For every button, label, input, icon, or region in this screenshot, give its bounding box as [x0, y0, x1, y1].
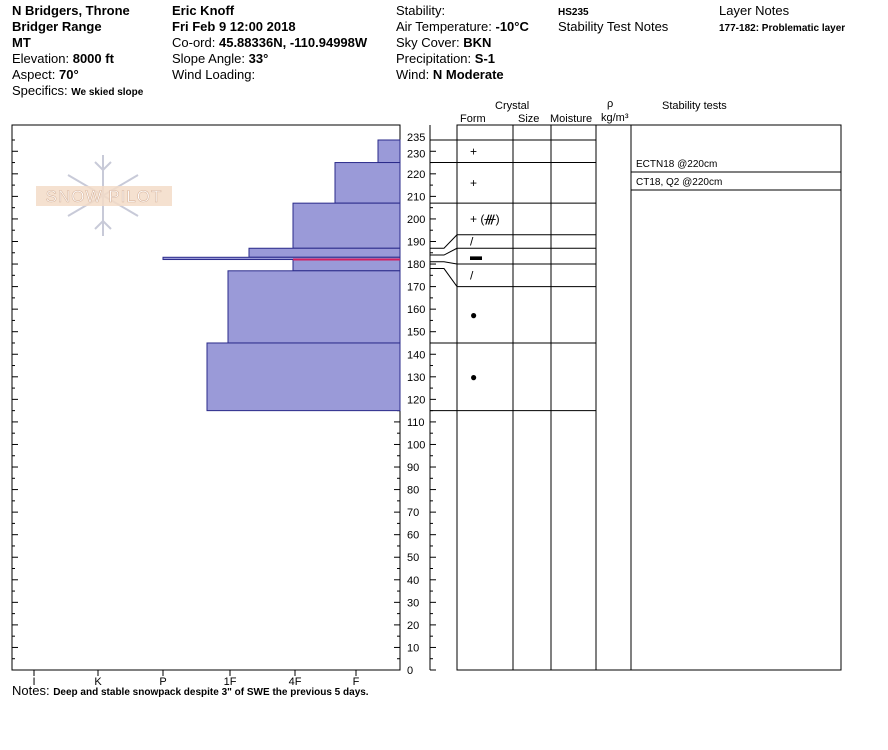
grain-form-symbol: ▬ — [470, 249, 482, 263]
size-header: Size — [518, 113, 540, 125]
depth-tick-label: 190 — [407, 236, 425, 248]
depth-tick-label: 160 — [407, 304, 425, 316]
hardness-layer-bar — [227, 270, 401, 344]
aspect: Aspect: 70° — [12, 67, 79, 82]
observer: Eric Knoff — [172, 3, 235, 18]
grain-form-symbol: + — [470, 144, 477, 158]
hardness-layer-bar — [162, 256, 401, 261]
location-line2: Bridger Range — [12, 19, 102, 34]
depth-tick-label: 50 — [407, 552, 419, 564]
hardness-layer-bar — [377, 139, 401, 164]
grain-form-symbol: ● — [470, 308, 477, 322]
hardness-layer-bar — [206, 342, 401, 412]
depth-tick-label: 210 — [407, 191, 425, 203]
depth-tick-label: 200 — [407, 214, 425, 226]
grain-row-connector — [430, 268, 458, 287]
hardness-layer-bar — [292, 202, 401, 249]
depth-tick-label: 0 — [407, 665, 413, 677]
elevation: Elevation: 8000 ft — [12, 51, 114, 66]
hardness-tick-label: 4F — [289, 676, 302, 688]
hardness-tick-label: F — [353, 676, 360, 688]
depth-tick-label: 220 — [407, 169, 425, 181]
depth-tick-label: 170 — [407, 282, 425, 294]
stability-test-notes: Stability Test Notes — [558, 19, 669, 34]
depth-tick-label: 70 — [407, 507, 419, 519]
density-unit: kg/m³ — [601, 112, 629, 124]
wind: Wind: N Moderate — [396, 67, 504, 82]
depth-tick-label: 90 — [407, 462, 419, 474]
grain-form-symbol: / — [470, 268, 474, 282]
depth-tick-label: 140 — [407, 349, 425, 361]
stability-test-result: ECTN18 @220cm — [636, 159, 718, 170]
crystal-header: Crystal — [495, 100, 530, 112]
hardness-layer-bar — [248, 247, 401, 258]
precipitation: Precipitation: S-1 — [396, 51, 496, 66]
slope-angle: Slope Angle: 33° — [172, 51, 269, 66]
stability: Stability: — [396, 3, 446, 18]
location-line3: MT — [12, 35, 31, 50]
stability-tests-header: Stability tests — [662, 100, 727, 112]
layer-note: 177-182: Problematic layer — [719, 23, 846, 34]
depth-tick-label: 110 — [407, 417, 425, 429]
grain-form-symbol: ● — [470, 370, 477, 384]
coordinates: Co-ord: 45.88336N, -110.94998W — [172, 35, 368, 50]
grain-form-symbol: + (ᚍ) — [470, 212, 500, 226]
depth-tick-label: 230 — [407, 148, 425, 160]
specifics: Specifics: We skied slope — [12, 83, 144, 98]
depth-tick-label: 20 — [407, 620, 419, 632]
depth-tick-label: 120 — [407, 394, 425, 406]
datetime: Fri Feb 9 12:00 2018 — [172, 19, 296, 34]
grain-form-symbol: / — [470, 234, 474, 248]
grain-row-connector — [430, 247, 458, 256]
stability-test-result: CT18, Q2 @220cm — [636, 177, 723, 188]
grain-form-symbol: + — [470, 176, 477, 190]
location-line1: N Bridgers, Throne — [12, 3, 130, 18]
depth-tick-label: 30 — [407, 597, 419, 609]
notes: Notes: Deep and stable snowpack despite … — [12, 683, 369, 698]
form-header: Form — [460, 113, 486, 125]
hardness-layer-bar — [334, 162, 401, 204]
depth-tick-label: 150 — [407, 327, 425, 339]
depth-tick-label: 180 — [407, 259, 425, 271]
grain-row-connector — [430, 261, 458, 265]
depth-tick-label: 80 — [407, 485, 419, 497]
sky-cover: Sky Cover: BKN — [396, 35, 492, 50]
hardness-layer-bar — [292, 259, 401, 272]
wind-loading: Wind Loading: — [172, 67, 256, 82]
depth-tick-label: 100 — [407, 439, 425, 451]
depth-tick-label: 60 — [407, 530, 419, 542]
moisture-header: Moisture — [550, 113, 593, 125]
layer-notes-title: Layer Notes — [719, 3, 790, 18]
depth-tick-label: 130 — [407, 372, 425, 384]
hardness-tick-label: 1F — [224, 676, 237, 688]
snow-height: HS235 — [558, 7, 589, 18]
hardness-tick-label: P — [159, 676, 166, 688]
depth-tick-label: 10 — [407, 642, 419, 654]
hardness-tick-label: I — [32, 676, 35, 688]
layer-table-frame — [456, 124, 842, 671]
hardness-tick-label: K — [94, 676, 102, 688]
density-symbol: ρ — [607, 98, 614, 110]
depth-tick-label: 235 — [407, 132, 425, 144]
depth-tick-label: 40 — [407, 575, 419, 587]
air-temperature: Air Temperature: -10°C — [396, 19, 529, 34]
grain-row-connector — [430, 234, 458, 249]
